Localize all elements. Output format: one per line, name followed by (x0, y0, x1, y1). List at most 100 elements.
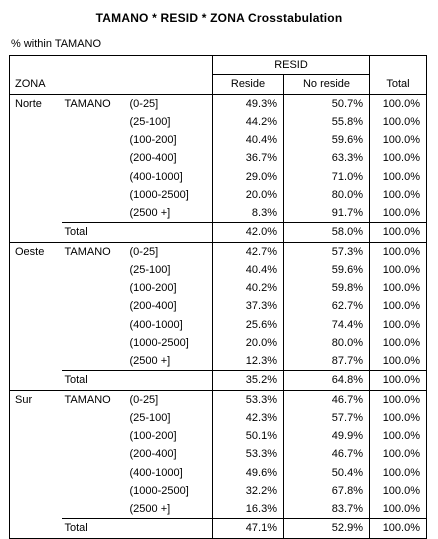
table-row: (25-100] 40.4% 59.6% 100.0% (9, 260, 427, 279)
category-label: (100-200] (129, 282, 177, 295)
total-row: Total 47.1% 52.9% 100.0% (9, 518, 427, 539)
zona-label (9, 204, 62, 223)
resid-header: RESID (212, 54, 370, 76)
zona-label (9, 370, 62, 391)
zona-label (9, 518, 62, 539)
reside-value: 37.3% (212, 297, 284, 316)
variable-label (62, 445, 127, 463)
no-reside-value: 64.8% (283, 370, 370, 391)
no-reside-value: 50.4% (283, 463, 370, 482)
total-value: 100.0% (369, 333, 427, 352)
total-row-label: Total (61, 222, 127, 243)
variable-label (62, 334, 127, 352)
category-label: (2500 +] (129, 207, 171, 220)
table-row: Sur TAMANO (0-25] 53.3% 46.7% 100.0% (9, 389, 427, 409)
total-row: Total 35.2% 64.8% 100.0% (9, 370, 427, 391)
category-label: (2500 +] (129, 503, 171, 516)
zona-label (9, 445, 62, 464)
zona-label (9, 131, 62, 150)
no-reside-value: 67.8% (283, 481, 370, 500)
no-reside-value: 71.0% (283, 167, 370, 186)
spacer-cell (126, 222, 213, 243)
zona-label: Norte (9, 94, 62, 113)
variable-label (62, 168, 127, 186)
variable-label (62, 409, 127, 427)
reside-value: 44.2% (212, 112, 284, 131)
variable-label: TAMANO (64, 245, 111, 258)
variable-label (62, 316, 127, 334)
total-value: 100.0% (369, 352, 427, 371)
table-body: Norte TAMANO (0-25] 49.3% 50.7% 100.0% (25-100… (9, 93, 427, 539)
reside-value: 40.2% (212, 279, 284, 298)
variable-label (62, 427, 127, 445)
no-reside-value: 57.3% (283, 241, 370, 261)
category-label: (400-1000] (129, 170, 183, 183)
total-value: 100.0% (369, 297, 427, 316)
variable-label: TAMANO (64, 393, 111, 406)
variable-label (62, 186, 127, 204)
variable-label (62, 297, 127, 315)
table-subtitle: % within TAMANO (11, 38, 102, 50)
total-value: 100.0% (369, 222, 427, 243)
zona-label (9, 167, 62, 186)
reside-value: 53.3% (212, 389, 284, 409)
total-value: 100.0% (369, 445, 427, 464)
category-label: (200-400] (129, 448, 177, 461)
no-reside-value: 62.7% (283, 297, 370, 316)
variable-label: TAMANO (64, 97, 111, 110)
total-value: 100.0% (369, 370, 427, 391)
category-label: (100-200] (129, 134, 177, 147)
zona-label (9, 279, 62, 298)
table-row: (400-1000] 25.6% 74.4% 100.0% (9, 315, 427, 334)
zona-label (9, 352, 62, 371)
category-label: (2500 +] (129, 355, 171, 368)
reside-value: 42.0% (212, 222, 284, 243)
reside-value: 40.4% (212, 131, 284, 150)
table-row: (400-1000] 49.6% 50.4% 100.0% (9, 463, 427, 482)
table-row: (400-1000] 29.0% 71.0% 100.0% (9, 167, 427, 186)
reside-value: 42.3% (212, 408, 284, 427)
total-value: 100.0% (369, 481, 427, 500)
total-value: 100.0% (369, 260, 427, 279)
reside-value: 35.2% (212, 370, 284, 391)
category-label: (0-25] (129, 393, 159, 406)
total-value: 100.0% (369, 500, 427, 519)
no-reside-header: No reside (283, 74, 370, 95)
zona-label (9, 185, 62, 204)
reside-value: 20.0% (212, 333, 284, 352)
table-row: (1000-2500] 20.0% 80.0% 100.0% (9, 333, 427, 352)
variable-label (62, 113, 127, 131)
reside-value: 20.0% (212, 185, 284, 204)
total-value: 100.0% (369, 427, 427, 446)
no-reside-value: 59.6% (283, 260, 370, 279)
reside-value: 25.6% (212, 315, 284, 334)
total-row: Total 42.0% 58.0% 100.0% (9, 222, 427, 243)
total-value: 100.0% (369, 408, 427, 427)
crosstab-table: RESID ZONA Reside No reside Total Norte T… (9, 54, 427, 539)
zona-label (9, 149, 62, 168)
zona-label (9, 297, 62, 316)
no-reside-value: 57.7% (283, 408, 370, 427)
category-label: (1000-2500] (129, 188, 189, 201)
table-row: (2500 +] 16.3% 83.7% 100.0% (9, 500, 427, 519)
zona-label (9, 500, 62, 519)
category-label: (100-200] (129, 430, 177, 443)
no-reside-value: 74.4% (283, 315, 370, 334)
total-value: 100.0% (369, 279, 427, 298)
no-reside-value: 59.8% (283, 279, 370, 298)
reside-value: 36.7% (212, 149, 284, 168)
reside-value: 53.3% (212, 445, 284, 464)
no-reside-value: 46.7% (283, 445, 370, 464)
no-reside-value: 59.6% (283, 131, 370, 150)
total-value: 100.0% (369, 185, 427, 204)
variable-label (62, 464, 127, 482)
total-value: 100.0% (369, 463, 427, 482)
total-value: 100.0% (369, 389, 427, 409)
variable-label (62, 149, 127, 167)
reside-value: 49.3% (212, 93, 284, 113)
no-reside-value: 87.7% (283, 352, 370, 371)
category-label: (25-100] (129, 411, 171, 424)
table-row: Oeste TAMANO (0-25] 42.7% 57.3% 100.0% (9, 241, 427, 261)
spacer-cell (126, 518, 213, 539)
no-reside-value: 49.9% (283, 427, 370, 446)
